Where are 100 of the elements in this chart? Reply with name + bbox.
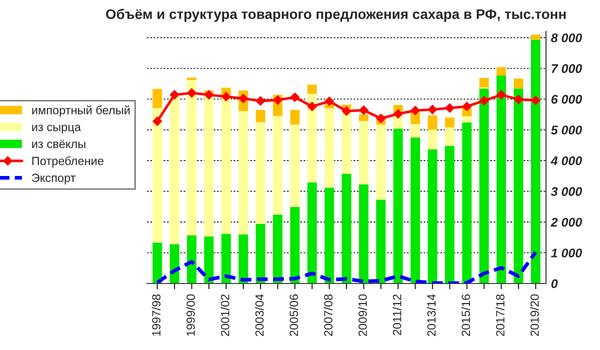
y-tick-label: 2 000 <box>550 218 582 227</box>
legend-label: Потребление <box>32 156 104 168</box>
x-tick-label: 2009/10 <box>358 294 367 336</box>
bar <box>358 114 368 121</box>
point <box>393 109 403 118</box>
bar <box>530 34 540 40</box>
x-tick-label: 2013/14 <box>426 294 436 336</box>
legend-label: из сырца <box>32 124 81 134</box>
point <box>479 96 489 106</box>
point <box>221 92 231 102</box>
bar <box>444 127 454 146</box>
bar <box>152 242 162 284</box>
bar <box>204 236 214 284</box>
bar <box>256 122 266 224</box>
bar <box>393 128 403 284</box>
bar <box>152 88 162 108</box>
point <box>410 106 420 116</box>
bar <box>307 84 317 94</box>
bar <box>290 206 300 284</box>
chart-title: Объём и структура товарного предложения сахара в РФ, тыс.тонн <box>106 8 566 22</box>
bar <box>444 146 454 284</box>
x-tick-label: 2017/18 <box>496 294 504 336</box>
bar <box>496 75 506 284</box>
y-tick-label: 1 000 <box>551 248 582 258</box>
bar <box>238 111 248 234</box>
bar <box>496 67 506 76</box>
bar <box>462 122 472 284</box>
bar <box>428 115 438 130</box>
point <box>152 116 162 126</box>
point <box>342 106 352 116</box>
point <box>496 90 506 100</box>
x-tick-label: 2011/12 <box>392 294 402 336</box>
y-tick-label: 0 <box>551 279 558 288</box>
x-tick-label: 2015/16 <box>461 294 470 336</box>
point <box>359 106 368 115</box>
bar <box>410 124 420 138</box>
point <box>187 88 196 98</box>
point <box>307 102 317 112</box>
bar <box>376 124 386 200</box>
point <box>428 104 438 114</box>
bar <box>342 174 352 284</box>
point <box>445 103 454 113</box>
legend-label: импортный белый <box>32 105 130 117</box>
x-tick-label: 2019/20 <box>530 294 539 336</box>
bar <box>186 78 196 80</box>
bar <box>307 94 317 182</box>
bar <box>479 88 489 284</box>
bar <box>186 235 196 284</box>
point <box>273 95 282 105</box>
bar <box>221 234 231 284</box>
bar <box>204 94 214 236</box>
x-tick-label: 2001/02 <box>220 294 230 336</box>
bar <box>444 118 454 128</box>
point <box>256 96 266 106</box>
bar <box>256 110 266 122</box>
x-tick-label: 2003/04 <box>255 294 264 336</box>
bar <box>290 110 300 125</box>
point <box>514 94 524 104</box>
y-tick-label: 7 000 <box>552 64 582 74</box>
bar <box>152 108 162 243</box>
bar <box>186 80 196 236</box>
point <box>238 94 248 104</box>
y-tick-label: 6 000 <box>551 94 582 104</box>
bar <box>479 78 489 88</box>
bar <box>514 78 524 89</box>
bar <box>324 188 334 284</box>
y-tick-label: 4 000 <box>550 156 582 166</box>
bar <box>221 94 231 234</box>
bar <box>290 124 300 207</box>
x-tick-label: 1999/00 <box>186 294 195 336</box>
bar <box>358 184 368 284</box>
x-tick-label: 1997/98 <box>152 294 160 336</box>
bar <box>324 108 334 188</box>
point <box>204 90 214 100</box>
x-tick-label: 2007/08 <box>324 294 332 336</box>
bar <box>462 116 472 122</box>
bar <box>514 88 524 284</box>
y-tick-label: 8 000 <box>551 33 582 42</box>
bar <box>238 234 248 284</box>
legend-label: Экспорт <box>32 174 76 184</box>
point <box>531 96 540 105</box>
bar <box>272 116 282 215</box>
point <box>324 96 334 106</box>
bar <box>170 92 180 244</box>
bar <box>307 182 317 284</box>
point <box>462 102 472 112</box>
bar <box>376 200 386 284</box>
bar <box>358 120 368 184</box>
bar <box>530 40 540 284</box>
y-tick-label: 3 000 <box>550 187 582 196</box>
bar <box>410 138 420 284</box>
bar <box>428 130 438 150</box>
point <box>290 92 300 102</box>
line-series <box>156 250 538 284</box>
bar <box>410 112 420 124</box>
legend-label: из свёклы <box>32 140 86 148</box>
point <box>170 90 180 100</box>
bar <box>272 214 282 284</box>
x-tick-label: 2005/06 <box>289 294 298 336</box>
bar <box>428 149 438 284</box>
